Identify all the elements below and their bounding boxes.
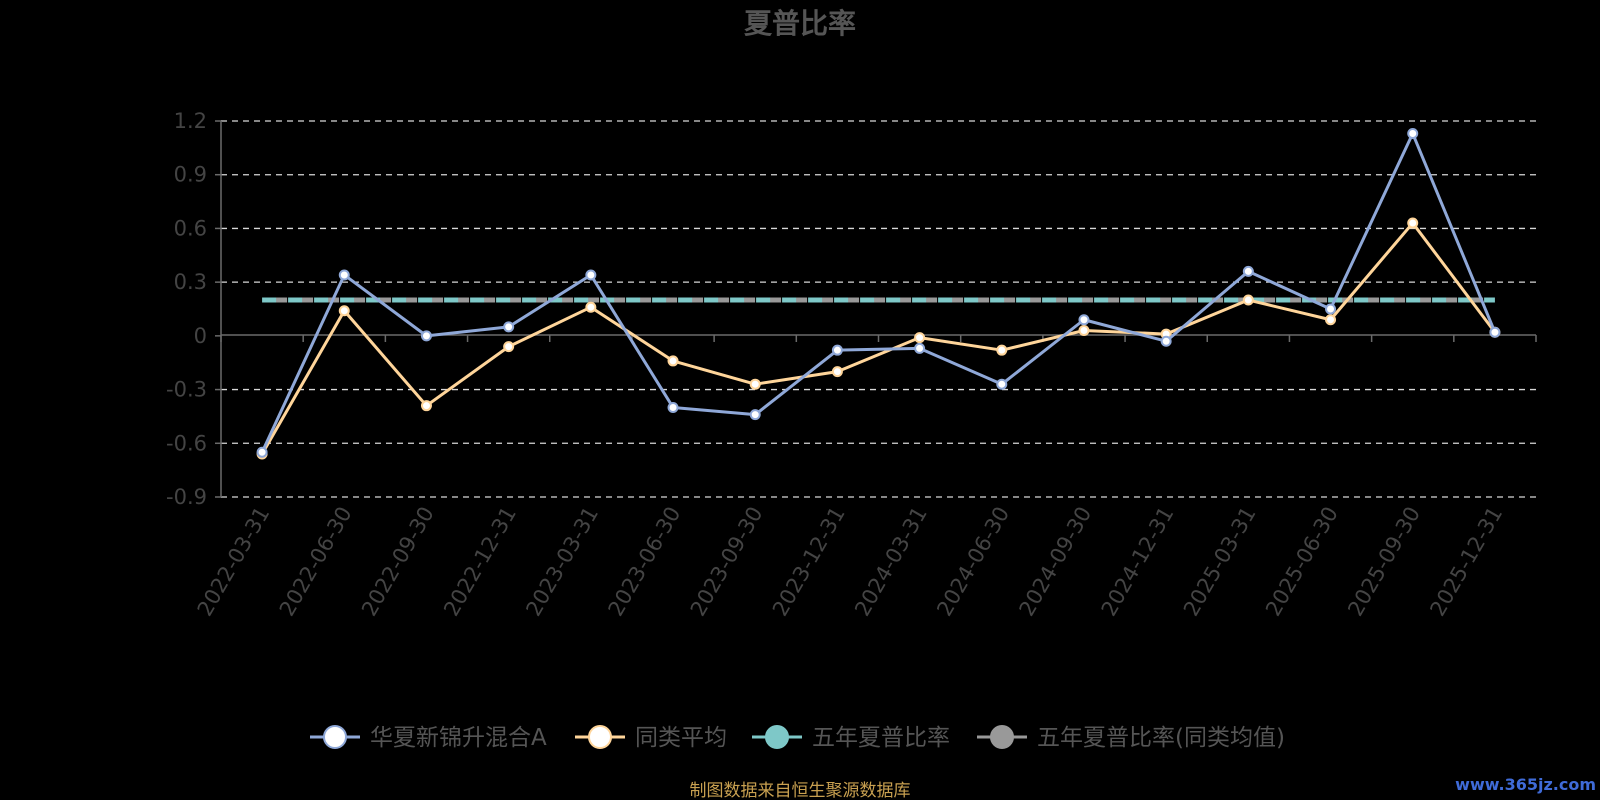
data-point[interactable] xyxy=(996,344,1008,356)
legend-label: 五年夏普比率 xyxy=(812,725,950,751)
data-point[interactable] xyxy=(1160,335,1172,347)
y-tick-label: -0.3 xyxy=(166,378,207,402)
data-point[interactable] xyxy=(667,355,679,367)
data-point[interactable] xyxy=(1325,314,1337,326)
data-point[interactable] xyxy=(585,269,597,281)
data-point[interactable] xyxy=(1078,324,1090,336)
data-point[interactable] xyxy=(503,321,515,333)
y-tick-label: -0.9 xyxy=(166,485,207,509)
legend-item[interactable]: 五年夏普比率(同类均值) xyxy=(977,725,1285,751)
data-point[interactable] xyxy=(420,400,432,412)
data-point[interactable] xyxy=(1407,217,1419,229)
legend-marker xyxy=(323,725,347,749)
y-tick-label: -0.6 xyxy=(166,431,207,455)
y-tick-label: 1.2 xyxy=(174,109,207,133)
legend-label: 五年夏普比率(同类均值) xyxy=(1037,725,1285,751)
data-point[interactable] xyxy=(914,332,926,344)
legend-label: 华夏新锦升混合A xyxy=(370,725,547,751)
data-point[interactable] xyxy=(831,366,843,378)
legend: 华夏新锦升混合A 同类平均 五年夏普比率 五年夏普比率(同类均值) xyxy=(310,725,1285,751)
data-point[interactable] xyxy=(338,269,350,281)
legend-marker xyxy=(588,725,612,749)
data-point[interactable] xyxy=(585,301,597,313)
data-point[interactable] xyxy=(1242,294,1254,306)
y-tick-label: 0 xyxy=(194,324,207,348)
data-point[interactable] xyxy=(749,409,761,421)
legend-marker xyxy=(990,725,1014,749)
data-point[interactable] xyxy=(420,330,432,342)
data-point[interactable] xyxy=(1489,326,1501,338)
y-tick-labels: 1.2 0.9 0.6 0.3 0 -0.3 -0.6 -0.9 xyxy=(166,109,207,509)
data-point[interactable] xyxy=(503,341,515,353)
legend-item[interactable]: 同类平均 xyxy=(575,725,727,751)
data-point[interactable] xyxy=(749,378,761,390)
y-tick-label: 0.9 xyxy=(174,163,207,187)
legend-marker xyxy=(765,725,789,749)
data-point[interactable] xyxy=(1407,128,1419,140)
data-point[interactable] xyxy=(1078,314,1090,326)
data-point[interactable] xyxy=(996,378,1008,390)
series-line-fund xyxy=(260,132,1497,453)
y-tick-label: 0.3 xyxy=(174,270,207,294)
watermark: www.365jz.com xyxy=(1455,775,1596,794)
data-point[interactable] xyxy=(667,401,679,413)
data-point[interactable] xyxy=(914,342,926,354)
data-point[interactable] xyxy=(1242,265,1254,277)
chart-title: 夏普比率 xyxy=(744,7,856,40)
series-line-peer-average xyxy=(260,221,1497,455)
legend-label: 同类平均 xyxy=(635,725,727,751)
data-point[interactable] xyxy=(831,344,843,356)
legend-item[interactable]: 华夏新锦升混合A xyxy=(310,725,547,751)
data-source-note: 制图数据来自恒生聚源数据库 xyxy=(690,781,911,800)
series-lines xyxy=(256,128,1501,460)
y-tick-label: 0.6 xyxy=(174,216,207,240)
data-point[interactable] xyxy=(1325,303,1337,315)
data-point[interactable] xyxy=(338,305,350,317)
data-point[interactable] xyxy=(256,446,268,458)
legend-item[interactable]: 五年夏普比率 xyxy=(752,725,950,751)
